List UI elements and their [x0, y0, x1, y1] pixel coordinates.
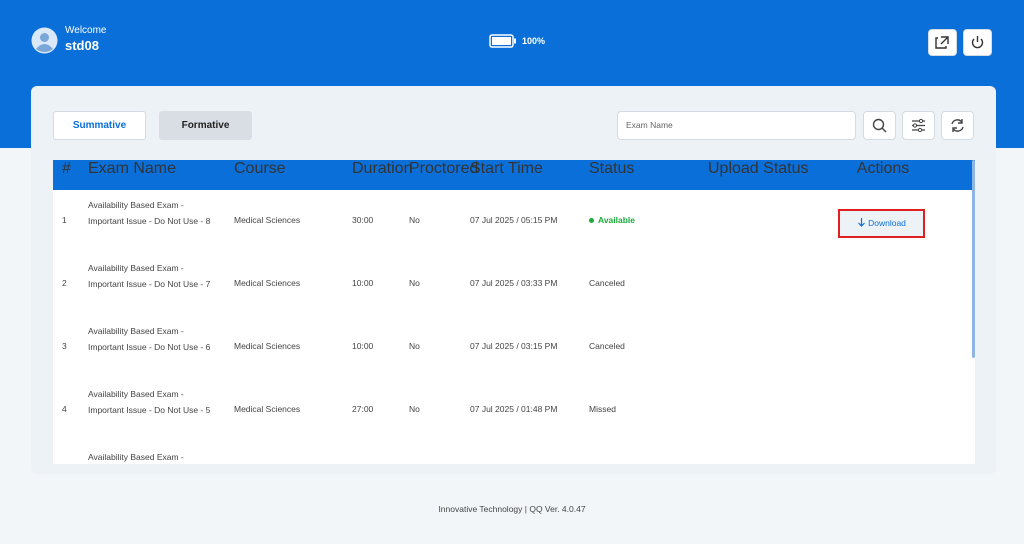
number: 4 [62, 404, 67, 414]
power-button[interactable] [963, 29, 992, 56]
status: Available [589, 215, 635, 225]
proctored: No [409, 278, 420, 288]
search-input[interactable]: Exam Name [617, 111, 856, 140]
proctored: No [409, 404, 420, 414]
filter-icon [912, 118, 925, 133]
search-button[interactable] [863, 111, 896, 140]
download-icon [858, 218, 866, 227]
status: Missed [589, 404, 616, 414]
exam-table: # Exam Name Course Duration Proctored Start T… [53, 160, 975, 464]
number: 3 [62, 341, 67, 351]
battery-icon [489, 34, 516, 48]
start-time: 07 Jul 2025 / 03:15 PM [470, 341, 558, 351]
exam-name: Availability Based Exam - Important Issu… [88, 389, 211, 415]
download-label: Download [868, 218, 906, 228]
exam-name: Availability Based Exam - [88, 452, 184, 462]
column-header: Proctored [409, 160, 479, 177]
download-button[interactable]: Download [838, 209, 925, 238]
start-time: 07 Jul 2025 / 01:48 PM [470, 404, 558, 414]
summative-tab[interactable]: Summative [53, 111, 146, 140]
column-header: Duration [352, 160, 413, 177]
power-icon [971, 36, 984, 49]
column-header: Course [234, 160, 286, 177]
welcome: Welcome [65, 25, 107, 36]
start-time: 07 Jul 2025 / 03:33 PM [470, 278, 558, 288]
course: Medical Sciences [234, 215, 301, 225]
column-header: Start Time [470, 160, 543, 177]
duration: 27:00 [352, 404, 374, 414]
course: Medical Sciences [234, 278, 301, 288]
duration: 10:00 [352, 278, 374, 288]
number: 2 [62, 278, 67, 288]
footer: Innovative Technology | QQ Ver. 4.0.47 [438, 504, 586, 514]
exam-name: Availability Based Exam - Important Issu… [88, 263, 211, 289]
open-external-button[interactable] [928, 29, 957, 56]
exam-name: Availability Based Exam - Important Issu… [88, 200, 211, 226]
course: Medical Sciences [234, 404, 301, 414]
refresh-icon [951, 119, 964, 132]
column-header: # [62, 160, 71, 177]
exam-name: Availability Based Exam - Important Issu… [88, 326, 211, 352]
search-icon [872, 118, 887, 133]
filter-button[interactable] [902, 111, 935, 140]
avatar [31, 27, 58, 54]
number: 1 [62, 215, 67, 225]
status: Canceled [589, 341, 625, 351]
scrollbar [972, 160, 975, 358]
proctored: No [409, 215, 420, 225]
start-time: 07 Jul 2025 / 05:15 PM [470, 215, 558, 225]
column-header: Upload Status [708, 160, 809, 177]
column-header: Actions [856, 160, 910, 177]
proctored: No [409, 341, 420, 351]
external-icon [935, 36, 949, 49]
table-header: # Exam Name Course Duration Proctored Start T… [53, 160, 975, 190]
duration: 30:00 [352, 215, 374, 225]
formative-tab[interactable]: Formative [159, 111, 252, 140]
column-header: Exam Name [88, 160, 177, 177]
battery-level: 100% [522, 36, 546, 46]
column-header: Status [589, 160, 635, 177]
status: Canceled [589, 278, 625, 288]
status-dot [589, 218, 594, 223]
username: std08 [65, 38, 99, 53]
course: Medical Sciences [234, 341, 301, 351]
duration: 10:00 [352, 341, 374, 351]
refresh-button[interactable] [941, 111, 974, 140]
